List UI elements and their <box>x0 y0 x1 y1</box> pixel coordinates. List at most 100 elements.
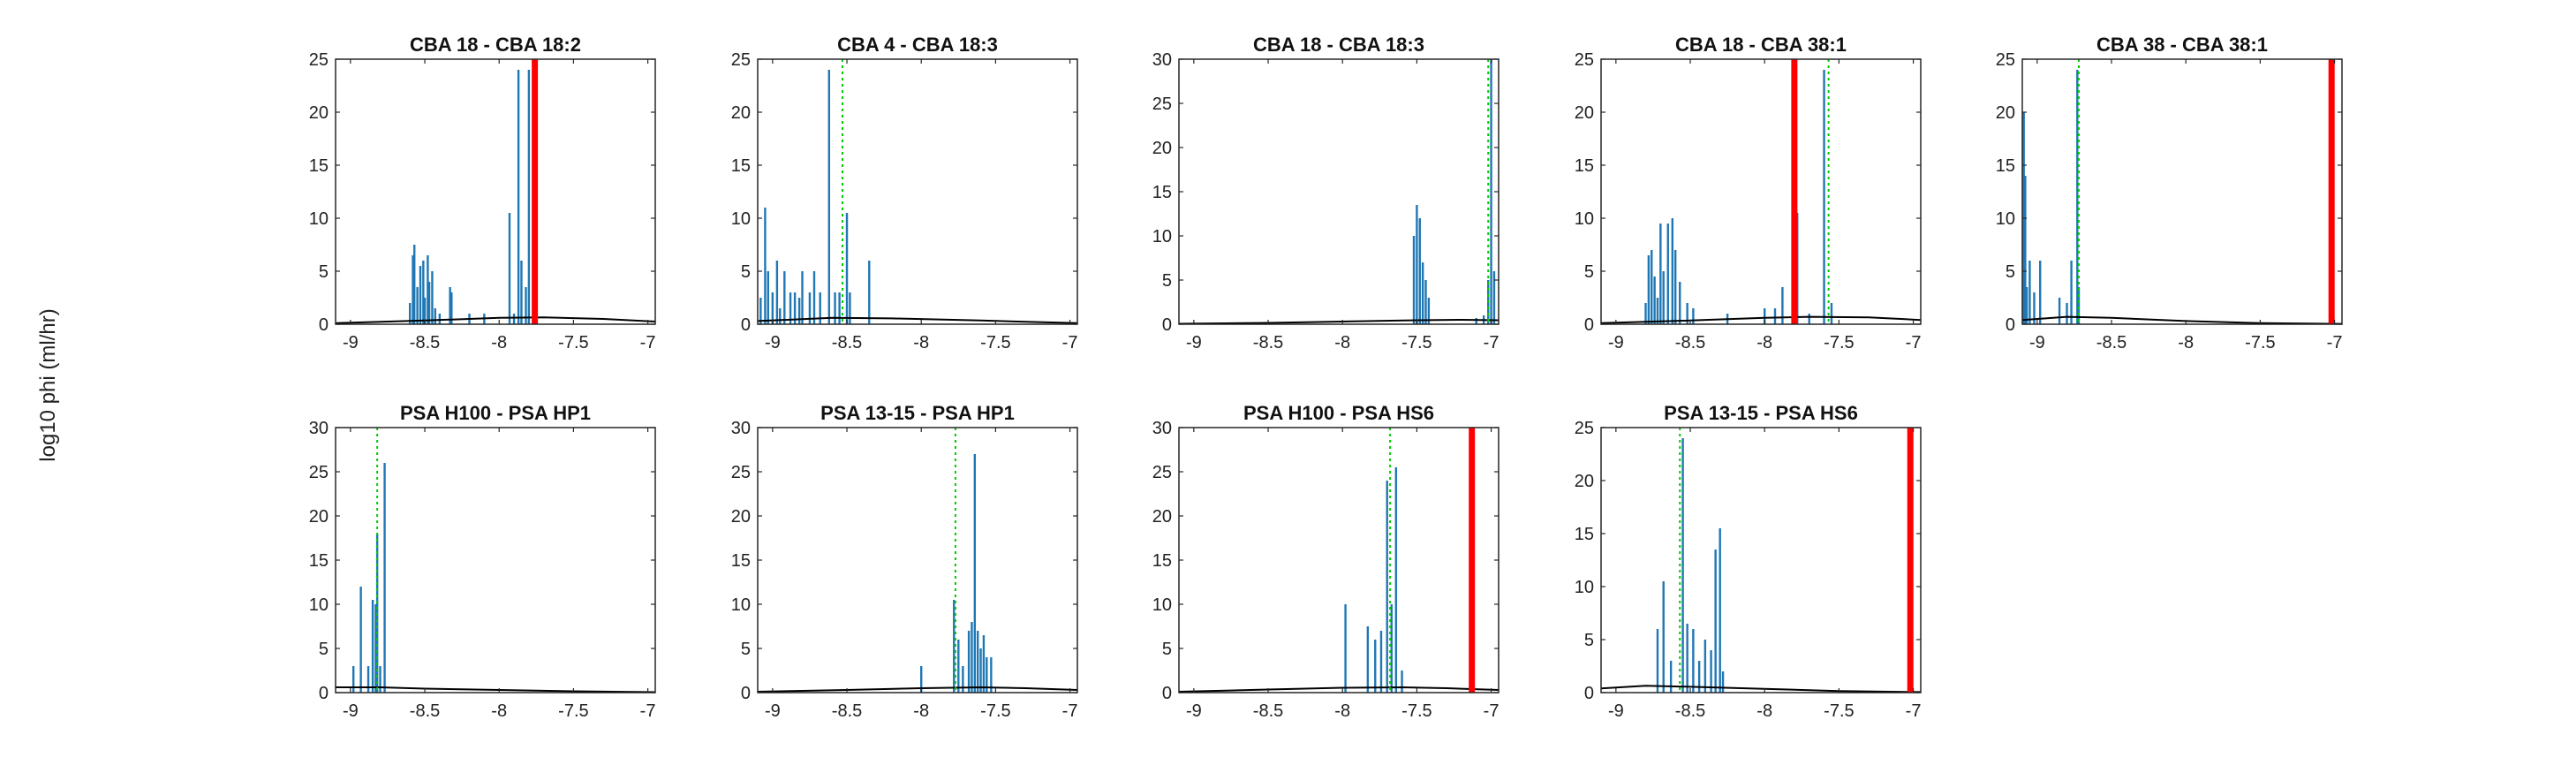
x-tick-label: -8.5 <box>410 701 440 721</box>
x-tick-label: -9 <box>2029 333 2045 352</box>
y-tick-label: 20 <box>1575 103 1594 123</box>
x-tick-label: -7.5 <box>1824 333 1854 352</box>
axes-box <box>335 427 656 693</box>
y-tick-label: 20 <box>309 103 329 123</box>
y-tick-label: 15 <box>1996 156 2015 176</box>
fit-curve <box>1600 315 1922 324</box>
y-tick-label: 25 <box>1575 419 1594 438</box>
subplot-title: CBA 38 - CBA 38:1 <box>2096 34 2268 56</box>
subplot-title: CBA 18 - CBA 18:2 <box>410 34 581 56</box>
y-tick-label: 20 <box>1152 139 1172 158</box>
x-tick-label: -9 <box>1186 333 1202 352</box>
x-tick-label: -9 <box>1608 333 1624 352</box>
fit-curve <box>1178 318 1500 325</box>
y-tick-label: 20 <box>731 507 751 527</box>
y-tick-label: 10 <box>309 595 329 615</box>
y-tick-label: 15 <box>309 156 329 176</box>
y-tick-label: 25 <box>309 463 329 482</box>
x-tick-label: -8.5 <box>410 333 440 352</box>
x-tick-label: -7 <box>640 701 656 721</box>
axes-box <box>1600 427 1922 693</box>
x-tick-label: -7 <box>640 333 656 352</box>
axes-box <box>335 58 656 325</box>
x-tick-label: -7 <box>1062 701 1078 721</box>
x-tick-label: -9 <box>343 333 359 352</box>
subplot-1: CBA 18 - CBA 18:2 -9 -8.5 -8 -7.5 -7 0 5 10 15 20 2… <box>309 34 656 352</box>
subplot-title: PSA H100 - PSA HP1 <box>400 402 591 424</box>
x-tick-label: -8 <box>1334 701 1350 721</box>
x-tick-label: -7.5 <box>1824 701 1854 721</box>
y-tick-label: 10 <box>1575 578 1594 597</box>
x-tick-label: -8.5 <box>2096 333 2127 352</box>
y-tick-label: 0 <box>1584 315 1594 335</box>
axes-box <box>1178 58 1500 325</box>
y-tick-label: 30 <box>731 419 751 438</box>
x-tick-label: -7 <box>1484 701 1500 721</box>
subplot-title: CBA 18 - CBA 18:3 <box>1253 34 1424 56</box>
y-tick-label: 10 <box>1996 209 2015 229</box>
subplot-title: PSA 13-15 - PSA HP1 <box>820 402 1015 424</box>
y-tick-label: 25 <box>1996 50 2015 70</box>
y-tick-label: 30 <box>309 419 329 438</box>
x-tick-label: -8 <box>491 333 507 352</box>
y-tick-label: 25 <box>1152 463 1172 482</box>
subplot-7: PSA 13-15 - PSA HP1 -9 -8.5 -8 -7.5 -7 0 5 10 15 2… <box>731 402 1078 721</box>
axes-box <box>1178 427 1500 693</box>
subplot-grid: CBA 18 - CBA 18:2 -9 -8.5 -8 -7.5 -7 0 5 10 15 20 2… <box>309 34 2343 721</box>
y-tick-label: 15 <box>731 156 751 176</box>
y-tick-label: 25 <box>731 463 751 482</box>
y-tick-label: 10 <box>1575 209 1594 229</box>
x-tick-label: -7 <box>1906 333 1922 352</box>
x-tick-label: -9 <box>765 333 781 352</box>
y-tick-label: 15 <box>1152 183 1172 202</box>
y-tick-label: 25 <box>309 50 329 70</box>
y-tick-label: 5 <box>1584 631 1594 650</box>
y-tick-label: 20 <box>1575 472 1594 491</box>
axes-box <box>1600 58 1922 325</box>
y-tick-label: 10 <box>731 209 751 229</box>
y-tick-label: 20 <box>1996 103 2015 123</box>
y-tick-label: 15 <box>1575 156 1594 176</box>
y-tick-label: 5 <box>319 640 329 659</box>
x-tick-label: -9 <box>1608 701 1624 721</box>
x-tick-label: -7.5 <box>558 701 588 721</box>
x-tick-label: -7 <box>2327 333 2343 352</box>
x-tick-label: -8.5 <box>1675 333 1705 352</box>
y-tick-label: 5 <box>741 262 751 282</box>
y-tick-label: 25 <box>1575 50 1594 70</box>
subplot-title: CBA 18 - CBA 38:1 <box>1675 34 1847 56</box>
fit-curve <box>757 686 1078 693</box>
x-tick-label: -7 <box>1484 333 1500 352</box>
fit-curve <box>2021 315 2343 325</box>
subplot-8: PSA H100 - PSA HS6 -9 -8.5 -8 -7.5 -7 0 5 10 15 20… <box>1152 402 1500 721</box>
x-tick-label: -8 <box>913 333 929 352</box>
y-tick-label: 10 <box>1152 227 1172 246</box>
y-tick-label: 15 <box>309 551 329 571</box>
x-tick-label: -7 <box>1062 333 1078 352</box>
y-tick-label: 10 <box>731 595 751 615</box>
x-tick-label: -8.5 <box>832 333 862 352</box>
y-tick-label: 0 <box>319 315 329 335</box>
x-tick-label: -7.5 <box>980 333 1010 352</box>
y-tick-label: 0 <box>2006 315 2015 335</box>
x-tick-label: -7.5 <box>558 333 588 352</box>
x-tick-label: -9 <box>343 701 359 721</box>
axes-box <box>757 427 1078 693</box>
x-tick-label: -7.5 <box>1401 701 1432 721</box>
x-tick-label: -8.5 <box>832 701 862 721</box>
y-tick-label: 30 <box>1152 419 1172 438</box>
x-tick-label: -8 <box>491 701 507 721</box>
x-tick-label: -9 <box>765 701 781 721</box>
subplot-5: CBA 38 - CBA 38:1 -9 -8.5 -8 -7.5 -7 0 5 10 15 20 2… <box>1996 34 2343 352</box>
y-tick-label: 30 <box>1152 50 1172 70</box>
y-tick-label: 20 <box>1152 507 1172 527</box>
global-y-axis-label: log10 phi (ml/hr) <box>36 308 60 461</box>
y-tick-label: 10 <box>1152 595 1172 615</box>
y-tick-label: 0 <box>1162 315 1172 335</box>
subplot-6: PSA H100 - PSA HP1 -9 -8.5 -8 -7.5 -7 0 5 10 15 20… <box>309 402 656 721</box>
subplot-3: CBA 18 - CBA 18:3 -9 -8.5 -8 -7.5 -7 0 5 10 15 20 2… <box>1152 34 1500 352</box>
y-tick-label: 0 <box>741 315 751 335</box>
axes-box <box>2021 58 2343 325</box>
x-tick-label: -8 <box>1334 333 1350 352</box>
